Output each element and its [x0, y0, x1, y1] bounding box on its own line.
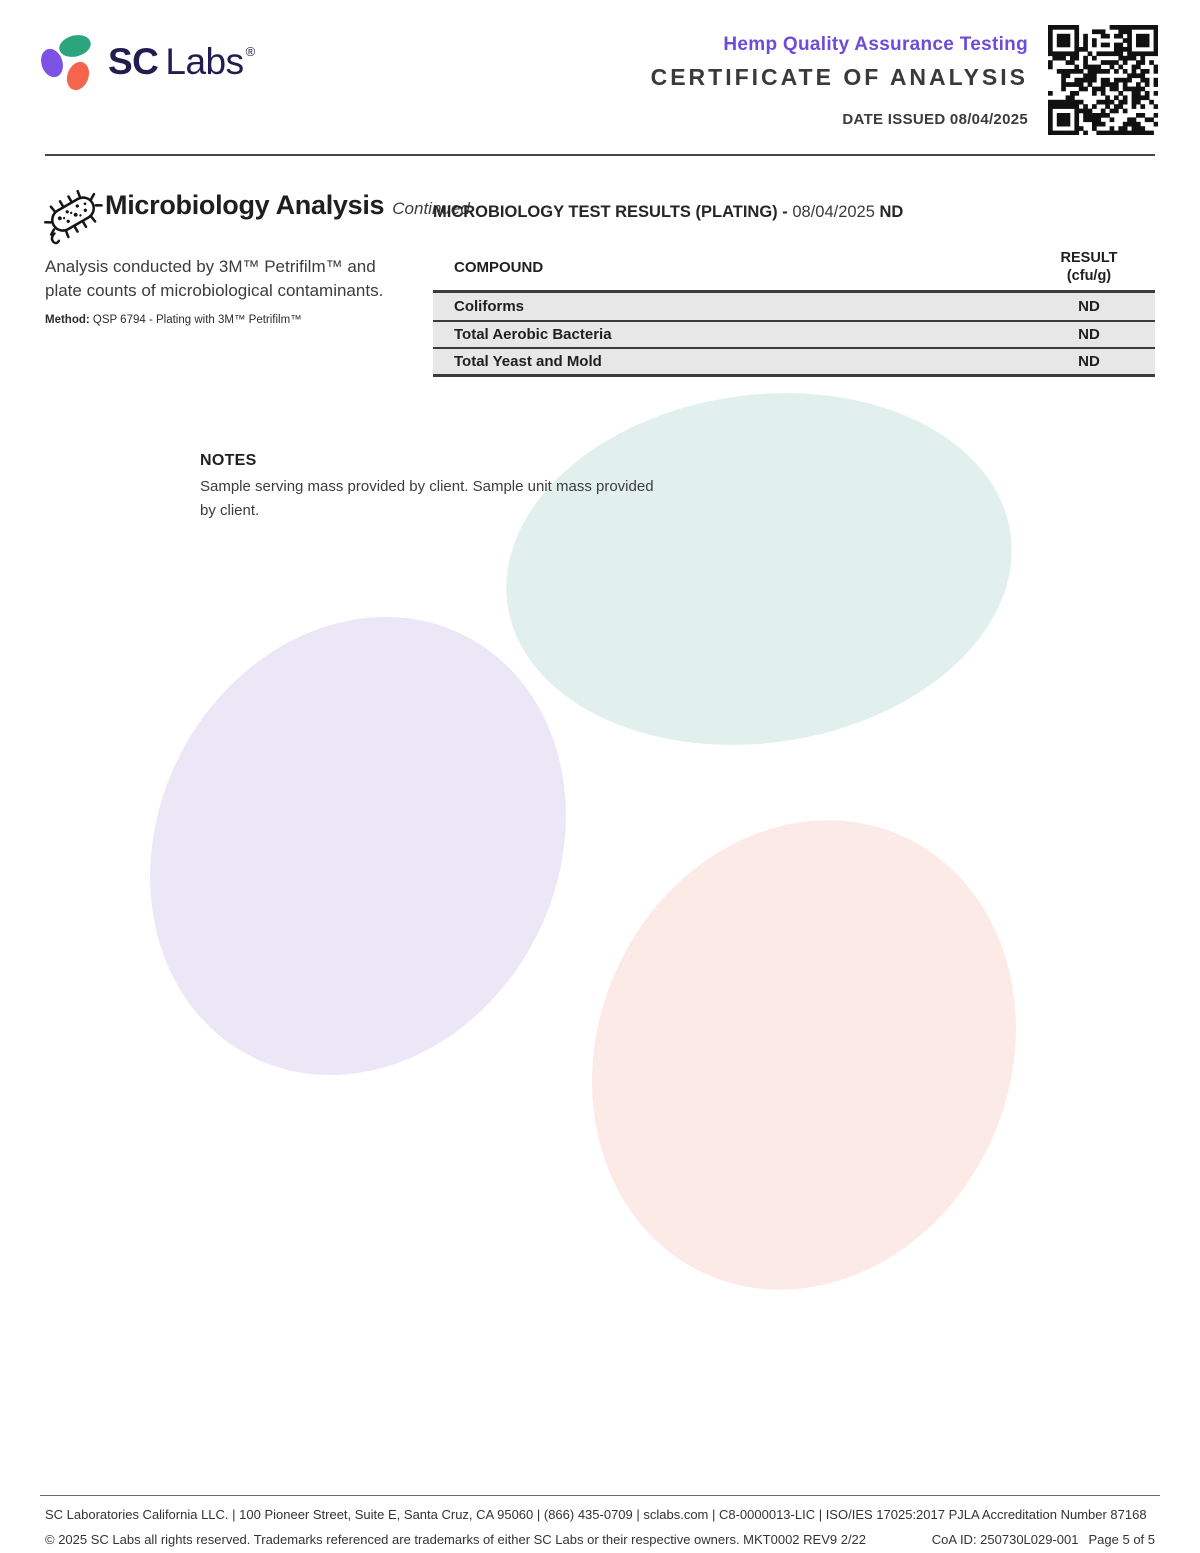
- footer-copyright: © 2025 SC Labs all rights reserved. Trad…: [45, 1532, 867, 1547]
- footer-divider: [40, 1495, 1160, 1496]
- table-row: Coliforms ND: [433, 293, 1155, 321]
- notes-section: NOTES Sample serving mass provided by cl…: [200, 452, 655, 523]
- table-row: Total Aerobic Bacteria ND: [433, 320, 1155, 348]
- compound-cell: Coliforms: [454, 298, 525, 316]
- column-header-compound: COMPOUND: [454, 258, 544, 276]
- results-table: COMPOUND RESULT (cfu/g) Coliforms ND: [433, 244, 1155, 378]
- table-row: Total Yeast and Mold ND: [433, 347, 1155, 375]
- table-body: Coliforms ND Total Aerobic Bacteria ND T…: [433, 290, 1155, 378]
- method-value: QSP 6794 - Plating with 3M™ Petrifilm™: [89, 314, 302, 326]
- analysis-description: Analysis conducted by 3M™ Petrifilm™ and…: [45, 257, 384, 300]
- column-header-result: RESULT (cfu/g): [1060, 250, 1118, 285]
- notes-body: Sample serving mass provided by client. …: [200, 478, 654, 519]
- method-label: Method:: [45, 314, 90, 326]
- footer-coa-info: CoA ID: 250730L029-001 Page 5 of 5: [922, 1532, 1155, 1547]
- results-title: MICROBIOLOGY TEST RESULTS (PLATING) - 08…: [433, 203, 904, 221]
- header-divider: [45, 154, 1155, 156]
- result-cell: ND: [1078, 326, 1100, 344]
- background-blob-teal: [483, 361, 1035, 777]
- section-continued-label: Continued: [392, 199, 470, 218]
- date-issued: DATE ISSUED 08/04/2025: [842, 111, 1028, 128]
- footer-legal-row: © 2025 SC Labs all rights reserved. Trad…: [45, 1532, 1155, 1547]
- document-title: CERTIFICATE OF ANALYSIS: [650, 64, 1028, 90]
- microbe-icon: [44, 189, 103, 245]
- compound-cell: Total Yeast and Mold: [454, 353, 602, 371]
- sclabs-logo-icon: [41, 35, 91, 91]
- footer-lab-info: SC Laboratories California LLC. | 100 Pi…: [45, 1507, 1147, 1522]
- notes-title: NOTES: [200, 452, 257, 469]
- page-number: Page 5 of 5: [1088, 1532, 1156, 1547]
- sclabs-logo-text: SC Labs ®: [108, 41, 255, 82]
- background-blob-pink: [518, 751, 1090, 1359]
- result-cell: ND: [1078, 298, 1100, 316]
- microbiology-results: MICROBIOLOGY TEST RESULTS (PLATING) - 08…: [433, 203, 1155, 378]
- qr-code: [1048, 25, 1159, 136]
- section-title: Microbiology Analysis: [105, 190, 385, 220]
- compound-cell: Total Aerobic Bacteria: [454, 326, 612, 344]
- result-cell: ND: [1078, 353, 1100, 371]
- program-title: Hemp Quality Assurance Testing: [723, 34, 1028, 55]
- coa-id: CoA ID: 250730L029-001: [931, 1532, 1079, 1547]
- method-line: Method: QSP 6794 - Plating with 3M™ Petr…: [45, 314, 302, 326]
- table-header-row: COMPOUND RESULT (cfu/g): [433, 244, 1155, 290]
- sclabs-logo: SC Labs ®: [40, 32, 255, 92]
